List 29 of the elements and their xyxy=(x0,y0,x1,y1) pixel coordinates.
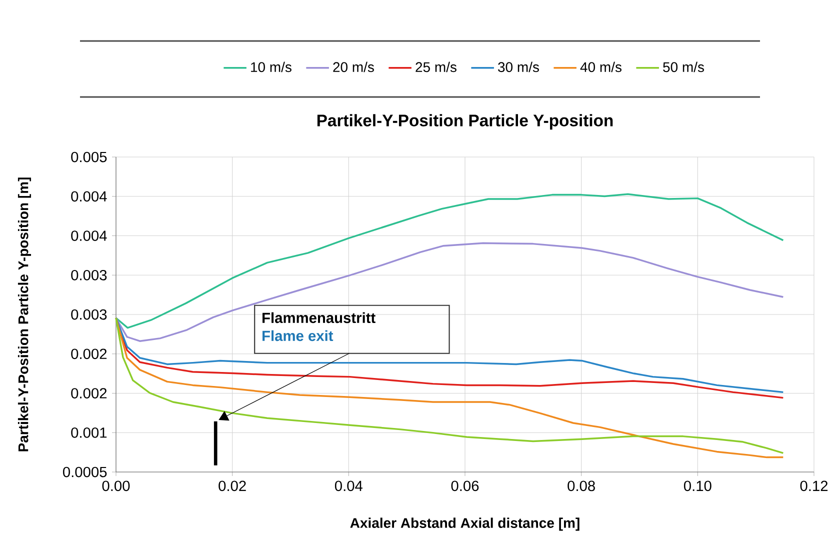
y-tick-label: 0.002 xyxy=(71,348,107,360)
legend-label: 30 m/s xyxy=(498,62,539,72)
legend-label: 25 m/s xyxy=(416,62,456,72)
y-axis-title: Partikel-Y-Position Particle Y-position [m] xyxy=(18,178,32,452)
legend-label: 50 m/s xyxy=(663,62,704,72)
y-tick-label: 0.002 xyxy=(71,388,107,398)
legend-label: 40 m/s xyxy=(580,62,622,72)
annotation: Flame exit xyxy=(262,330,334,342)
x-tick-label: 0.12 xyxy=(800,480,828,492)
annotation: Flammenaustritt xyxy=(262,312,376,324)
legend-label: 20 m/s xyxy=(333,62,374,72)
x-tick-label: 0.10 xyxy=(684,480,712,492)
y-tick-label: 0.003 xyxy=(71,270,107,280)
y-tick-label: 0.001 xyxy=(71,427,107,438)
x-tick-label: 0.04 xyxy=(334,480,362,492)
x-tick-label: 0.00 xyxy=(102,480,130,492)
line-series xyxy=(115,193,784,329)
y-tick-label: 0.004 xyxy=(71,191,107,202)
y-tick-label: 0.005 xyxy=(71,152,107,162)
chart-title: Partikel-Y-Position Particle Y-position xyxy=(317,114,613,130)
y-tick-label: 0.0005 xyxy=(62,466,107,478)
line-series xyxy=(115,242,784,342)
x-tick-label: 0.02 xyxy=(218,480,246,492)
y-tick-label: 0.004 xyxy=(71,230,107,241)
x-tick-label: 0.06 xyxy=(451,480,479,492)
x-tick-label: 0.08 xyxy=(568,480,595,492)
legend-label: 10 m/s xyxy=(251,62,292,72)
x-axis-title: Axialer Abstand Axial distance [m] xyxy=(350,518,580,531)
y-tick-label: 0.003 xyxy=(71,309,107,320)
